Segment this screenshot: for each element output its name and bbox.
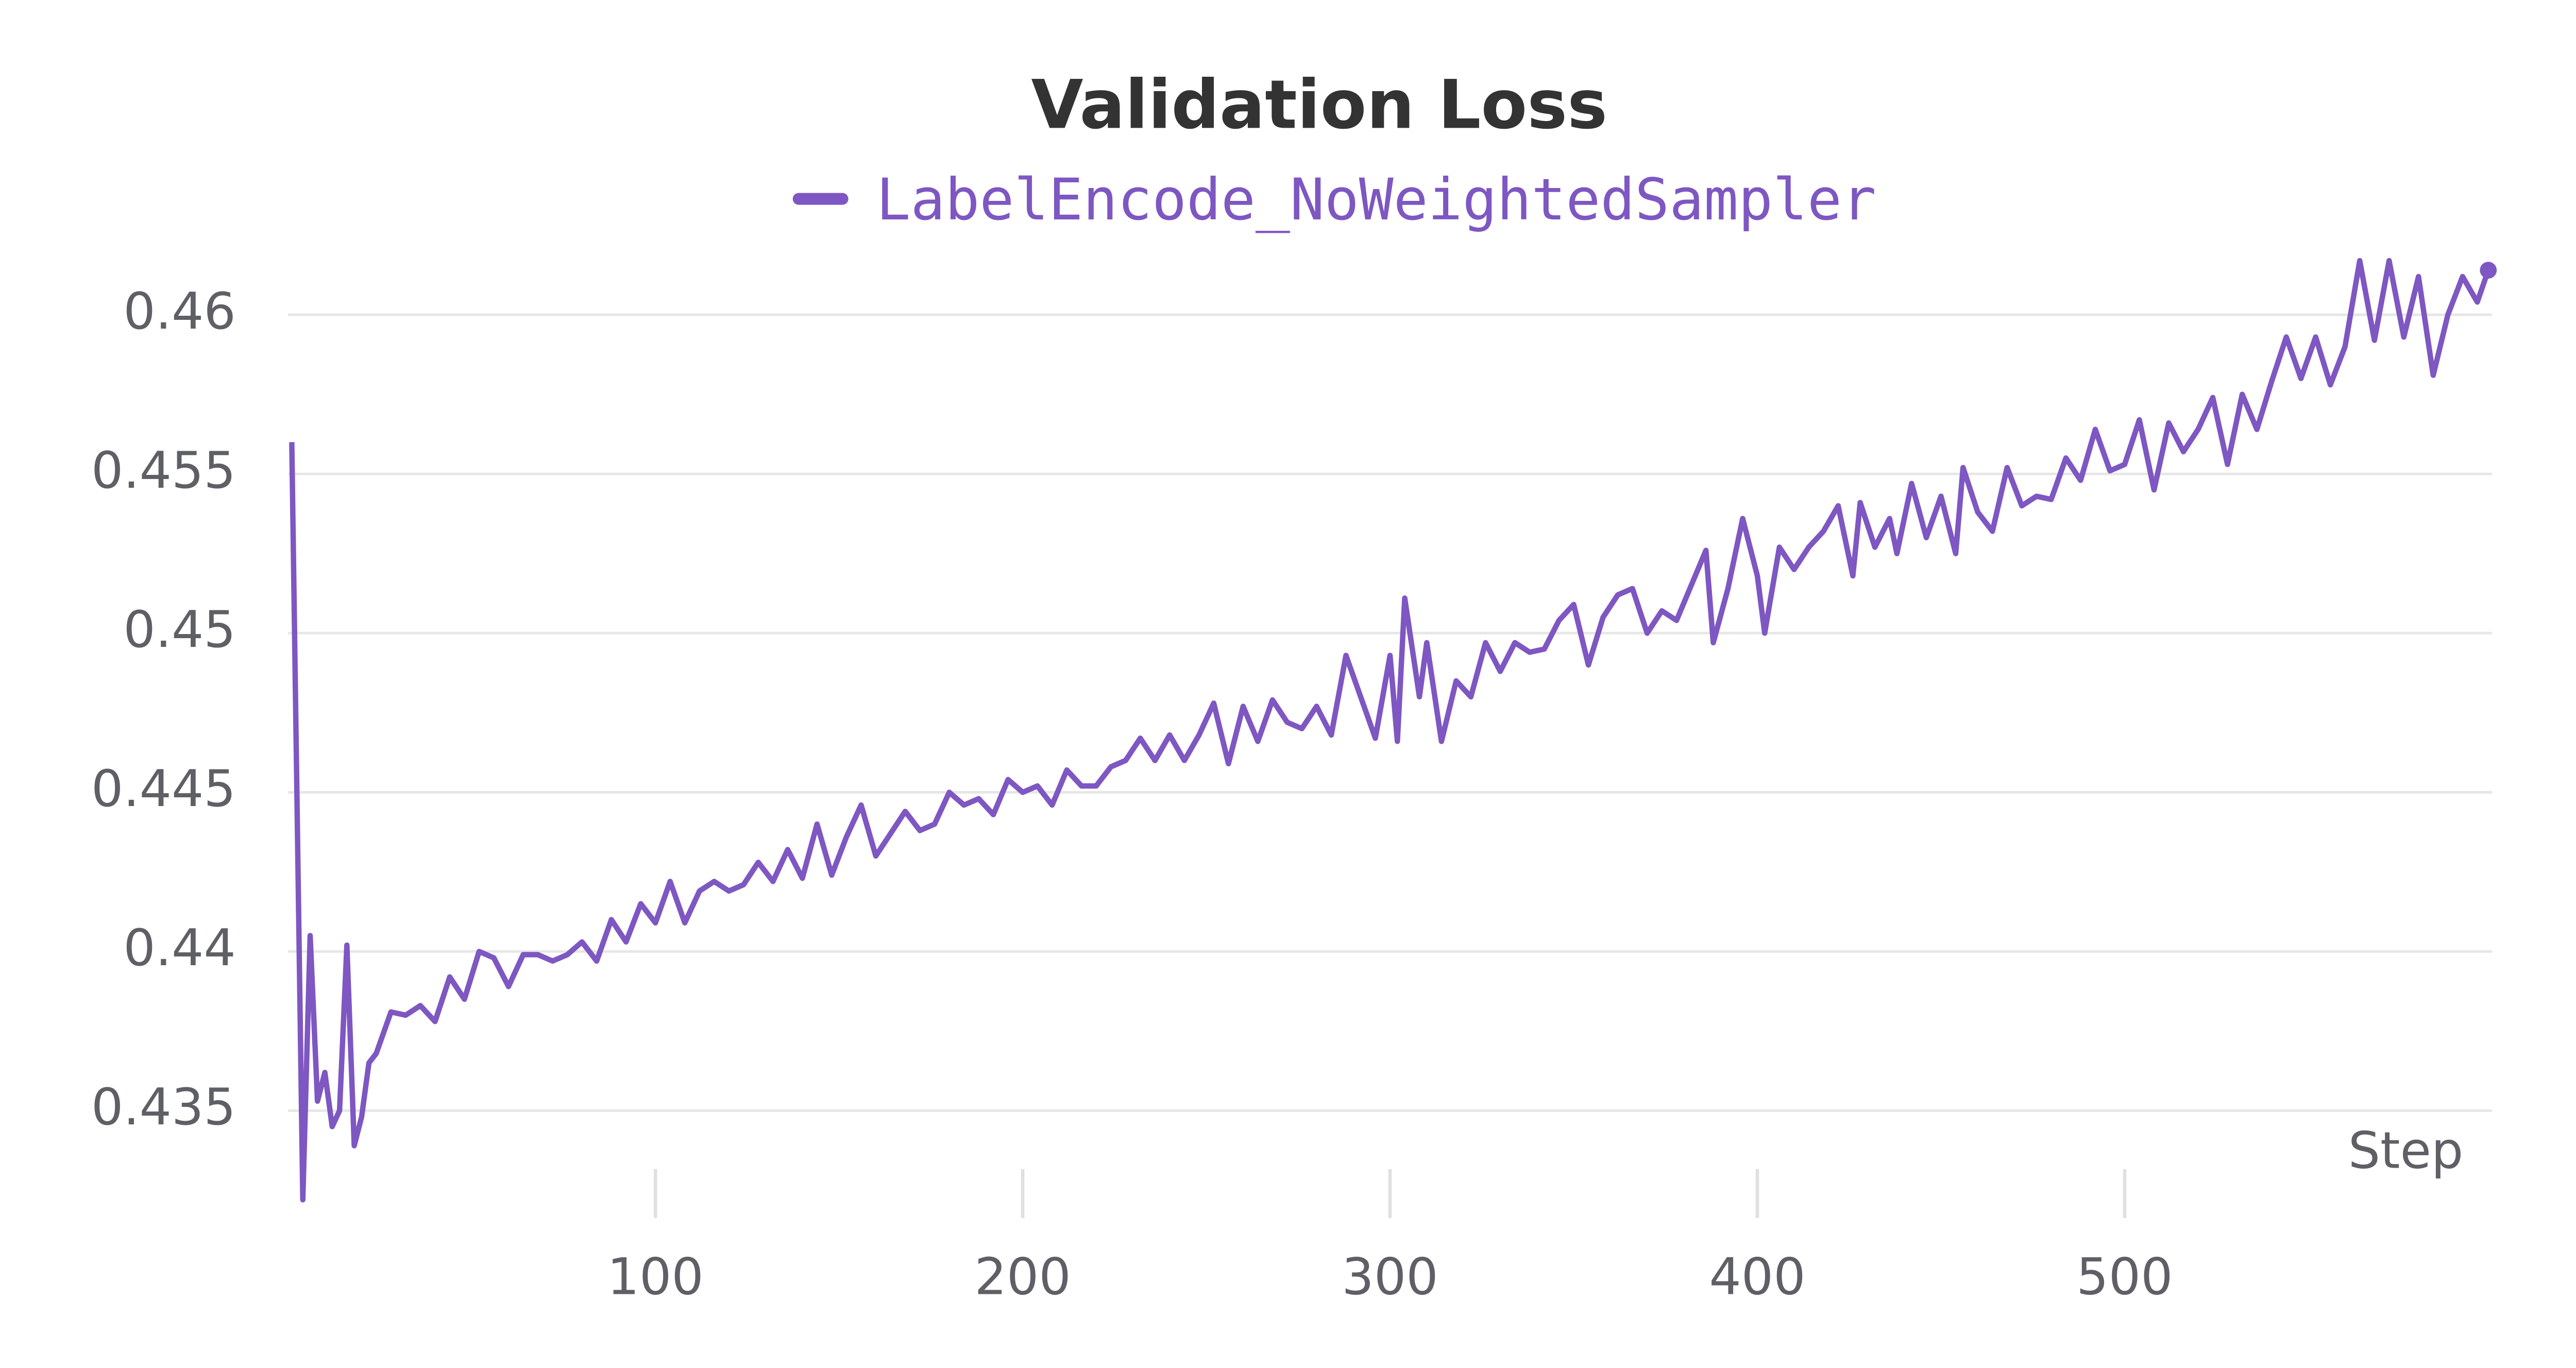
data-line xyxy=(289,258,2491,1203)
x-tick-label: 200 xyxy=(974,1248,1071,1307)
x-axis-label: Step xyxy=(2348,1121,2463,1180)
x-tick-label: 500 xyxy=(2076,1248,2173,1307)
y-tick-label: 0.44 xyxy=(123,919,235,978)
y-tick-label: 0.45 xyxy=(123,601,235,659)
end-point xyxy=(2480,262,2497,279)
y-tick-label: 0.445 xyxy=(91,760,236,818)
x-tick-label: 400 xyxy=(1709,1248,1805,1307)
y-tick-label: 0.46 xyxy=(123,282,235,341)
x-tick-label: 100 xyxy=(607,1248,704,1307)
y-tick-label: 0.455 xyxy=(91,441,236,500)
legend-label: LabelEncode_NoWeightedSampler xyxy=(876,167,1876,233)
y-tick-label: 0.435 xyxy=(91,1078,236,1137)
x-tick-label: 300 xyxy=(1342,1248,1438,1307)
legend: LabelEncode_NoWeightedSampler xyxy=(792,167,1876,233)
chart-title: Validation Loss xyxy=(1031,65,1607,144)
